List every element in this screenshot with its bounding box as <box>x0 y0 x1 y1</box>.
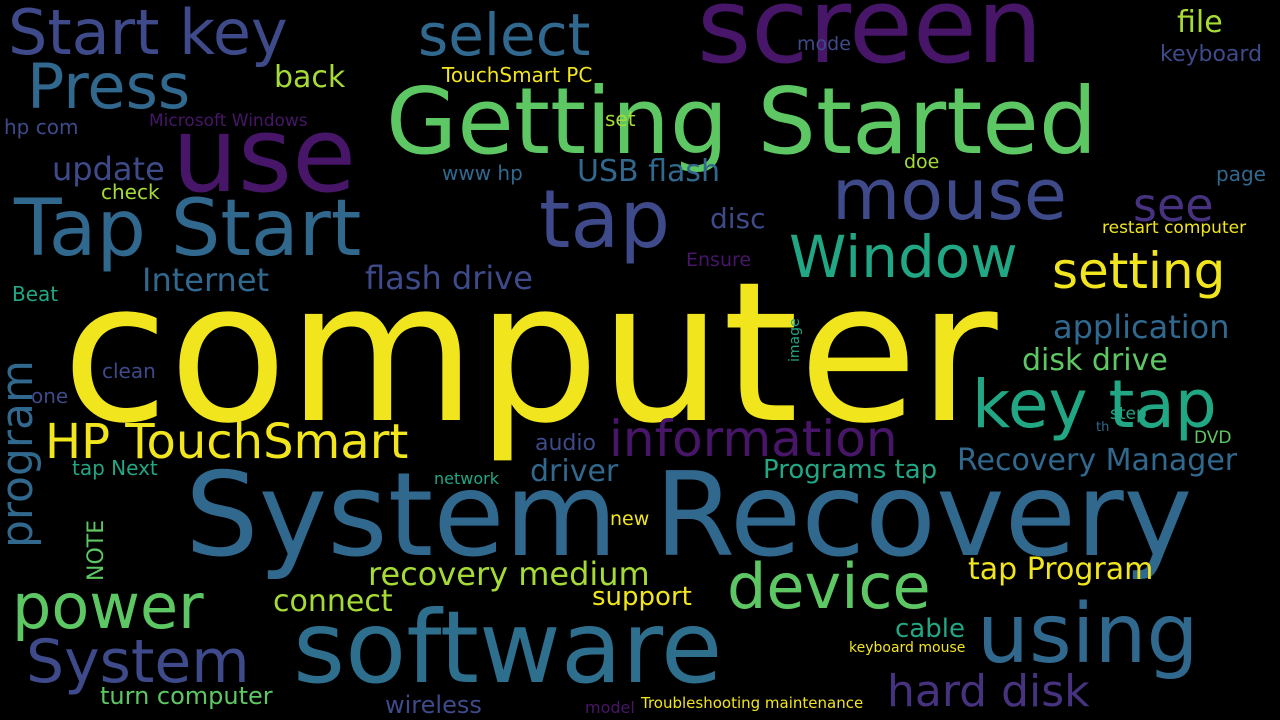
word-screen: screen <box>697 0 1043 87</box>
word-update: update <box>52 150 165 188</box>
word-page: page <box>1216 162 1266 186</box>
word-support: support <box>592 582 692 612</box>
word-ensure: Ensure <box>686 249 752 271</box>
word-clean: clean <box>102 359 156 383</box>
word-set: set <box>605 107 636 131</box>
word-touchsmart-pc: TouchSmart PC <box>442 63 593 87</box>
word-beat: Beat <box>12 282 59 306</box>
word-troubleshooting-maintenance: Troubleshooting maintenance <box>641 694 864 712</box>
word-step: step <box>1110 404 1147 424</box>
word-select: select <box>418 1 591 69</box>
word-application: application <box>1053 308 1230 346</box>
word-programs-tap: Programs tap <box>763 455 938 485</box>
word-mode: mode <box>797 33 851 55</box>
word-dvd: DVD <box>1194 428 1232 448</box>
word-start-key: Start key <box>8 0 288 69</box>
word-doe: doe <box>904 151 940 173</box>
word-tap: tap <box>539 173 671 266</box>
word-getting-started: Getting Started <box>386 68 1098 175</box>
word-cable: cable <box>895 614 965 644</box>
word-www-hp: www hp <box>442 161 523 185</box>
word-mouse: mouse <box>832 154 1067 236</box>
word-information: information <box>609 410 898 468</box>
word-network: network <box>434 469 499 488</box>
word-setting: setting <box>1052 242 1226 300</box>
word-restart-computer: restart computer <box>1102 218 1247 238</box>
word-flash-drive: flash drive <box>365 259 533 297</box>
word-usb-flash: USB flash <box>577 154 721 189</box>
word-hard-disk: hard disk <box>887 666 1090 717</box>
word-driver: driver <box>530 454 619 489</box>
word-software: software <box>293 589 723 706</box>
word-one: one <box>31 384 69 408</box>
word-using: using <box>977 587 1199 682</box>
word-connect: connect <box>273 584 393 619</box>
word-system-recovery: System Recovery <box>185 448 1193 583</box>
word-power: power <box>12 570 204 643</box>
word-disk-drive: disk drive <box>1022 343 1168 378</box>
word-tap-start: Tap Start <box>14 184 362 274</box>
word-hp-com: hp com <box>4 115 79 139</box>
word-microsoft-windows: Microsoft Windows <box>149 111 308 131</box>
word-system: System <box>26 627 250 697</box>
word-turn-computer: turn computer <box>100 682 273 710</box>
word-window: Window <box>789 223 1018 291</box>
word-model: model <box>585 698 635 717</box>
word-see: see <box>1133 178 1214 232</box>
word-keyboard-mouse: keyboard mouse <box>849 640 966 656</box>
word-tap-next: tap Next <box>72 456 158 480</box>
word-th: th <box>1096 420 1110 435</box>
word-file: file <box>1177 5 1223 40</box>
word-key-tap: key tap <box>972 366 1217 443</box>
word-tap-program: tap Program <box>968 552 1154 587</box>
word-recovery-manager: Recovery Manager <box>957 443 1238 478</box>
word-recovery-medium: recovery medium <box>368 555 650 593</box>
word-use: use <box>172 94 357 216</box>
word-keyboard: keyboard <box>1160 42 1263 67</box>
word-image: image <box>787 318 803 362</box>
word-press: Press <box>27 50 191 123</box>
word-disc: disc <box>710 202 766 235</box>
word-back: back <box>274 60 346 95</box>
word-audio: audio <box>535 431 596 456</box>
word-check: check <box>101 180 160 204</box>
word-wireless: wireless <box>385 691 482 719</box>
word-note: NOTE <box>84 519 109 581</box>
word-hp-touchsmart: HP TouchSmart <box>45 414 409 470</box>
word-internet: Internet <box>142 261 270 299</box>
word-new: new <box>610 508 650 530</box>
word-device: device <box>727 550 931 623</box>
word-computer: computer <box>62 240 998 466</box>
